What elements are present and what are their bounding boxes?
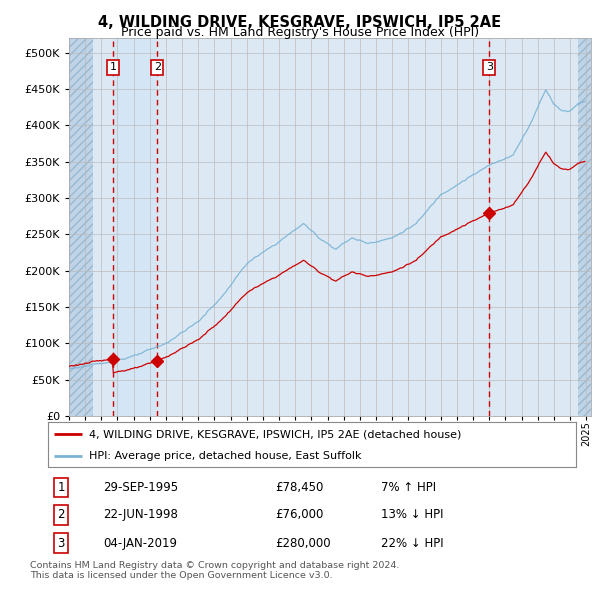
Text: £280,000: £280,000 (275, 536, 331, 549)
Text: 29-SEP-1995: 29-SEP-1995 (103, 481, 179, 494)
Text: 4, WILDING DRIVE, KESGRAVE, IPSWICH, IP5 2AE (detached house): 4, WILDING DRIVE, KESGRAVE, IPSWICH, IP5… (89, 429, 461, 439)
Text: 22-JUN-1998: 22-JUN-1998 (103, 508, 178, 522)
Text: 7% ↑ HPI: 7% ↑ HPI (380, 481, 436, 494)
Text: 3: 3 (58, 536, 65, 549)
Text: 3: 3 (486, 63, 493, 73)
Text: 2: 2 (154, 63, 161, 73)
Text: Price paid vs. HM Land Registry's House Price Index (HPI): Price paid vs. HM Land Registry's House … (121, 26, 479, 39)
Bar (113, 38, 157, 416)
Text: This data is licensed under the Open Government Licence v3.0.: This data is licensed under the Open Gov… (30, 571, 332, 579)
Text: 1: 1 (110, 63, 117, 73)
Text: 4, WILDING DRIVE, KESGRAVE, IPSWICH, IP5 2AE: 4, WILDING DRIVE, KESGRAVE, IPSWICH, IP5… (98, 15, 502, 30)
Text: HPI: Average price, detached house, East Suffolk: HPI: Average price, detached house, East… (89, 451, 362, 461)
Text: 04-JAN-2019: 04-JAN-2019 (103, 536, 178, 549)
Text: 1: 1 (58, 481, 65, 494)
Text: £78,450: £78,450 (275, 481, 323, 494)
Text: 2: 2 (58, 508, 65, 522)
Text: Contains HM Land Registry data © Crown copyright and database right 2024.: Contains HM Land Registry data © Crown c… (30, 560, 400, 569)
Text: 22% ↓ HPI: 22% ↓ HPI (380, 536, 443, 549)
Bar (578, 38, 600, 416)
Text: 13% ↓ HPI: 13% ↓ HPI (380, 508, 443, 522)
Bar (66, 38, 93, 416)
Text: £76,000: £76,000 (275, 508, 323, 522)
